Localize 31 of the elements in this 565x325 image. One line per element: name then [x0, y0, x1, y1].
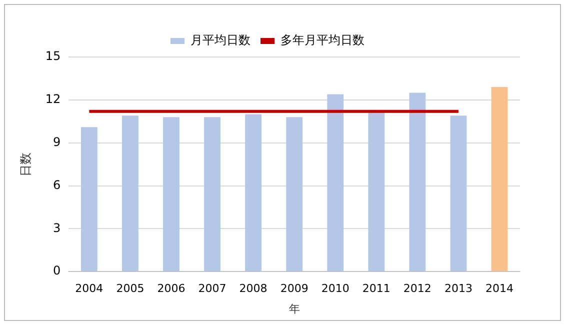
bar — [163, 117, 180, 272]
x-tick-label: 2007 — [198, 282, 226, 296]
legend-label: 月平均日数 — [190, 33, 250, 48]
x-axis-title: 年 — [288, 302, 300, 316]
bar — [122, 116, 138, 272]
bar — [245, 114, 262, 272]
bar — [409, 92, 426, 272]
x-tick-label: 2013 — [444, 282, 472, 296]
x-tick-label: 2008 — [239, 282, 268, 296]
y-axis-title: 日数 — [18, 152, 32, 176]
x-tick-label: 2010 — [321, 282, 350, 296]
bar — [450, 116, 467, 272]
y-tick-label: 0 — [53, 264, 61, 278]
bar — [204, 117, 220, 272]
bar — [80, 127, 98, 272]
x-tick-label: 2004 — [75, 282, 104, 296]
y-tick-label: 9 — [53, 134, 61, 149]
bar — [327, 94, 344, 272]
bar — [286, 117, 303, 272]
y-tick-label: 3 — [53, 220, 61, 235]
x-tick-label: 2011 — [362, 282, 390, 296]
bar — [491, 87, 508, 272]
x-tick-label: 2012 — [403, 282, 432, 296]
x-tick-label: 2006 — [157, 282, 186, 296]
legend-label: 多年月平均日数 — [280, 33, 364, 48]
y-tick-label: 12 — [45, 92, 61, 106]
y-tick-label: 15 — [45, 49, 61, 64]
x-tick-label: 2005 — [116, 282, 144, 296]
x-tick-label: 2009 — [280, 282, 308, 296]
y-tick-label: 6 — [53, 178, 61, 192]
x-tick-label: 2014 — [485, 282, 514, 296]
